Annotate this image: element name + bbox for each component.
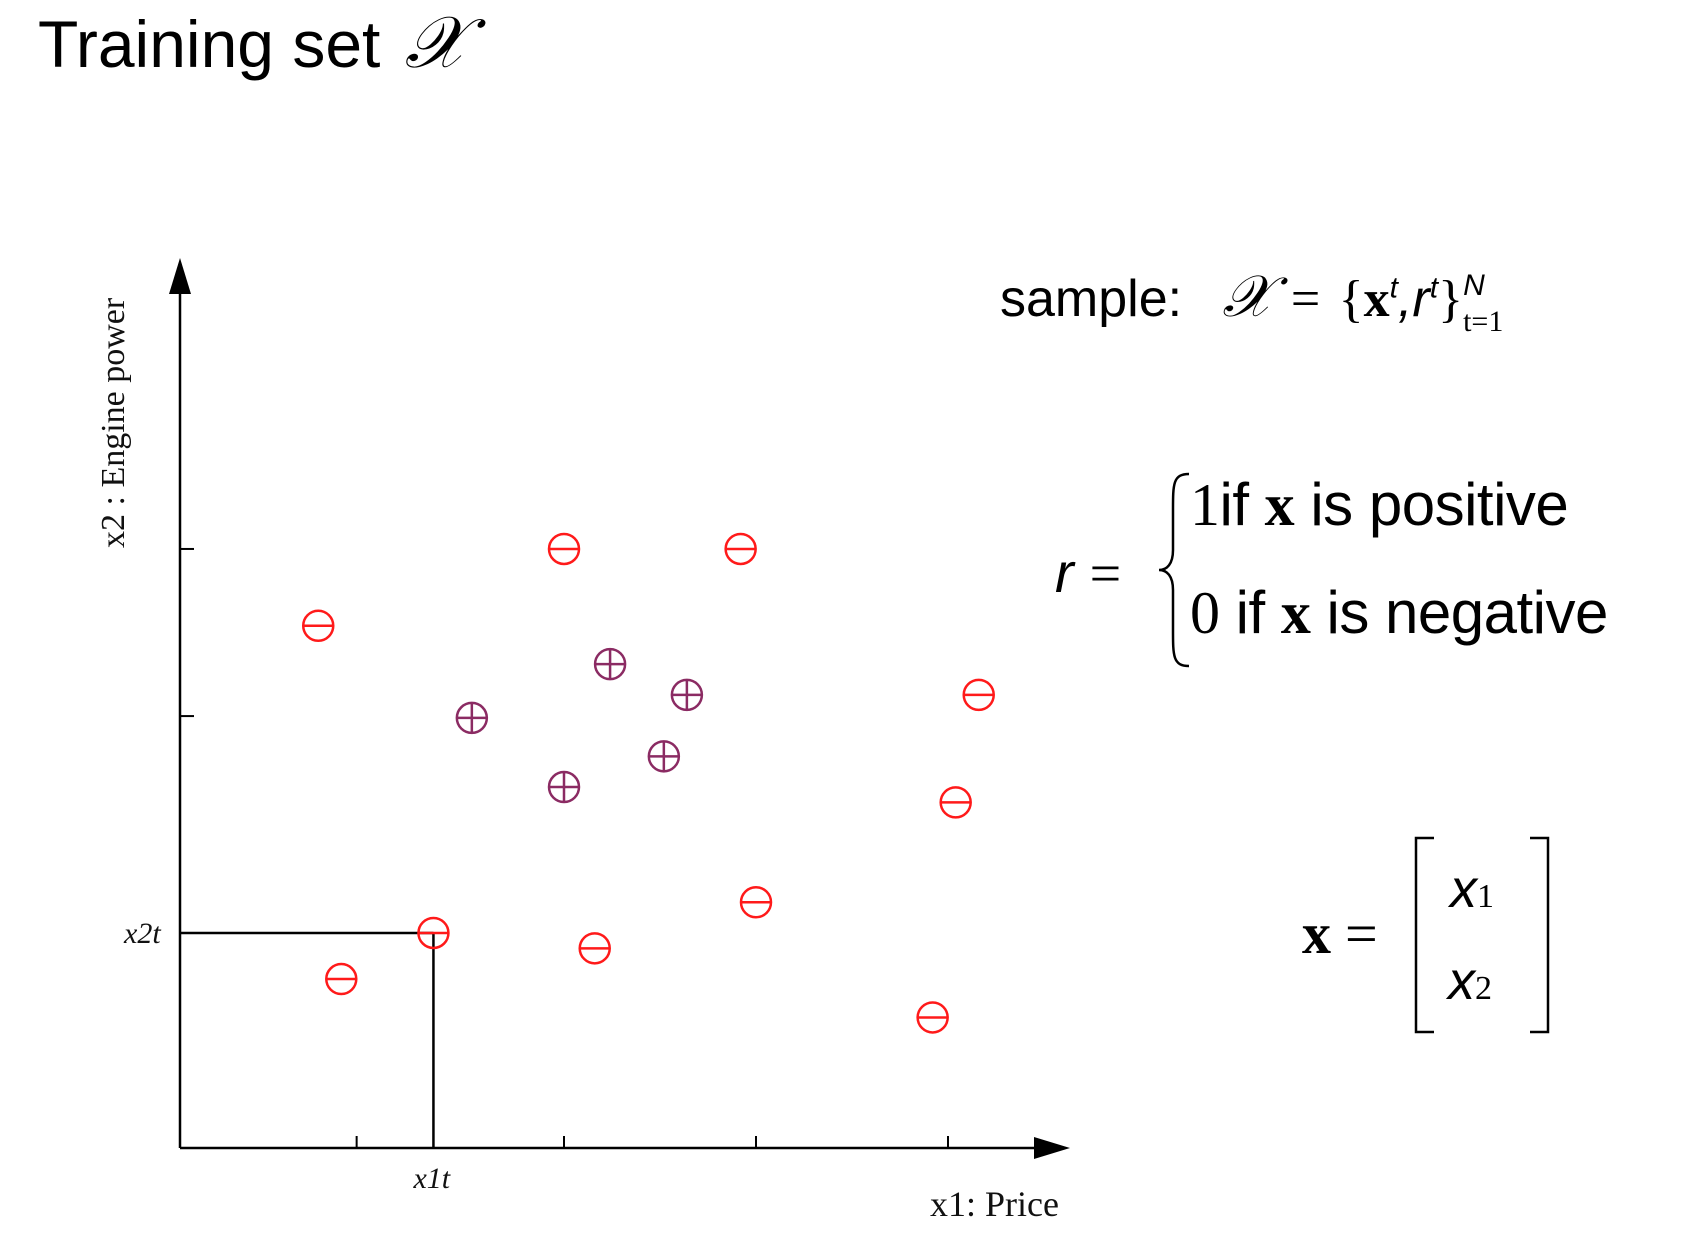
axis-labels: x1: Price x2 : Engine power x1t x2t xyxy=(95,297,1059,1224)
negative-point xyxy=(916,1001,949,1034)
axes xyxy=(169,258,1070,1159)
matrix-entry-2: x2 xyxy=(1448,950,1492,1012)
case-positive-if: if xyxy=(1219,471,1265,538)
positive-point xyxy=(647,740,681,773)
positive-point xyxy=(593,647,627,681)
sample-upper-limit: N xyxy=(1463,269,1485,303)
title-set-symbol: 𝒳 xyxy=(404,0,467,84)
sample-close-brace: } xyxy=(1438,271,1464,328)
sample-lower-limit: t=1 xyxy=(1463,305,1504,339)
sample-set-symbol: 𝒳 xyxy=(1222,262,1273,330)
sample-r-sup: t xyxy=(1429,271,1439,305)
negative-point xyxy=(939,786,972,819)
y-axis-arrow xyxy=(169,258,191,294)
matrix-entry-2-sub: 2 xyxy=(1475,970,1492,1007)
y-tick-label: x2t xyxy=(123,917,161,950)
case-negative-vec: x xyxy=(1280,580,1311,646)
negative-point xyxy=(739,885,773,919)
matrix-entry-1-sub: 1 xyxy=(1477,878,1494,915)
left-brace xyxy=(1158,472,1190,668)
data-points xyxy=(301,532,995,1034)
feature-vector-definition: x = x1 x2 xyxy=(1302,830,1602,1040)
case-positive-text: is positive xyxy=(1294,471,1569,538)
r-def-lhs: r = xyxy=(1055,540,1121,606)
matrix-entry-1-var: x xyxy=(1450,859,1477,919)
matrix-brackets xyxy=(1414,836,1550,1034)
case-positive: 1if x is positive xyxy=(1190,470,1569,540)
case-negative: 0 if x is negative xyxy=(1190,578,1608,648)
x-vec-lhs: x = xyxy=(1302,900,1378,967)
case-positive-value: 1 xyxy=(1190,472,1220,538)
sample-comma: , xyxy=(1397,270,1413,328)
negative-point xyxy=(724,532,757,566)
sample-open-brace: { xyxy=(1338,271,1364,328)
sample-vec-sup: t xyxy=(1389,271,1398,305)
matrix-entry-2-var: x xyxy=(1448,951,1475,1011)
title-text: Training set xyxy=(38,7,381,81)
sample-equals: = xyxy=(1290,271,1321,328)
sample-label: sample: xyxy=(1000,270,1183,328)
matrix-entry-1: x1 xyxy=(1450,858,1494,920)
r-def-var: r xyxy=(1055,541,1074,604)
negative-point xyxy=(301,609,335,643)
page-title: Training set 𝒳 xyxy=(38,0,467,86)
negative-point xyxy=(417,916,450,950)
x-vec-var: x xyxy=(1302,901,1331,966)
positive-point xyxy=(670,678,704,712)
positive-point xyxy=(547,770,581,804)
guide-lines xyxy=(180,931,435,1148)
y-axis-label: x2 : Engine power xyxy=(95,297,132,548)
sample-vec: x xyxy=(1363,271,1390,328)
negative-point xyxy=(547,532,581,566)
x-axis-label: x1: Price xyxy=(930,1184,1059,1224)
r-def-equals: = xyxy=(1089,543,1122,605)
negative-point xyxy=(962,678,995,712)
case-positive-vec: x xyxy=(1264,472,1295,538)
sample-r: r xyxy=(1412,270,1430,328)
x-tick-label: x1t xyxy=(412,1162,450,1195)
positive-point xyxy=(455,701,489,735)
x-axis-arrow xyxy=(1034,1137,1070,1159)
case-negative-value: 0 xyxy=(1190,580,1220,646)
x-vec-equals: = xyxy=(1345,901,1378,966)
case-negative-text: is negative xyxy=(1310,579,1609,646)
negative-point xyxy=(325,962,358,996)
negative-point xyxy=(578,932,611,965)
label-definition: r = 1if x is positive 0 if x is negative xyxy=(1055,470,1695,670)
case-negative-if: if xyxy=(1219,579,1281,646)
